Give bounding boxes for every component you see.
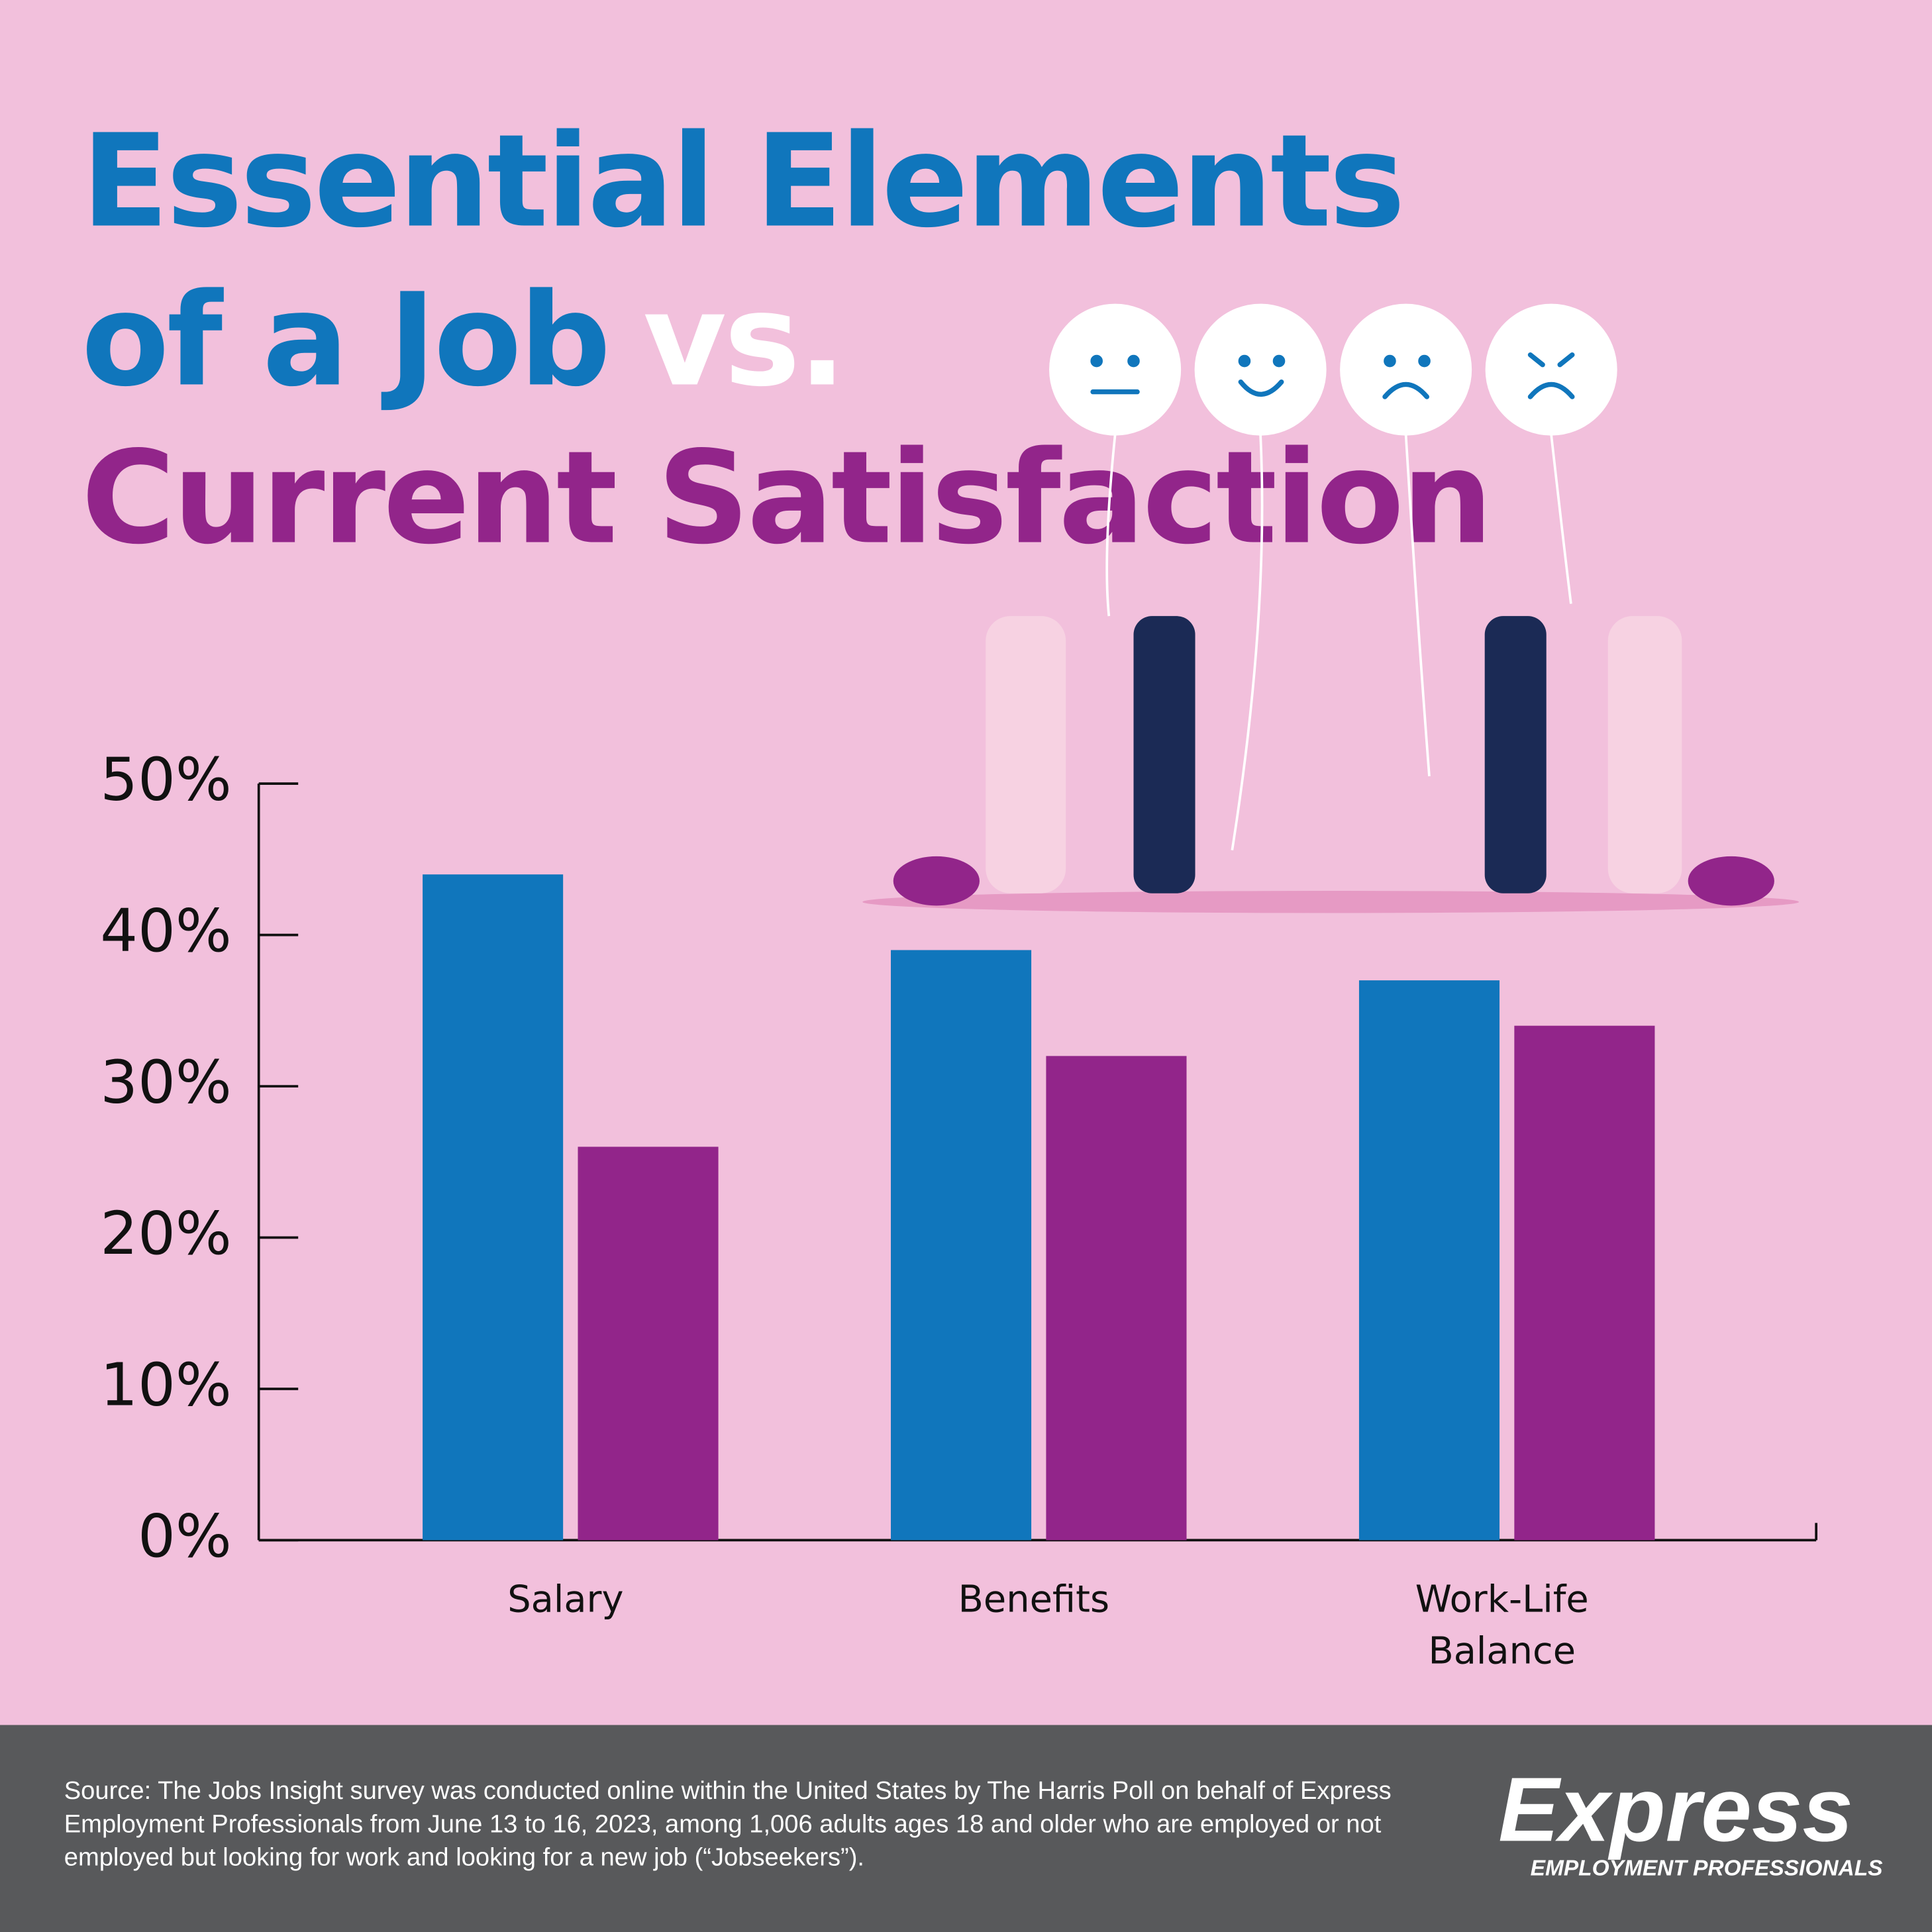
bar <box>578 1146 719 1541</box>
bar <box>423 874 564 1541</box>
footer <box>0 1725 1932 1932</box>
bar <box>891 950 1032 1541</box>
source-note: Source: The Jobs Insight survey was cond… <box>64 1776 1392 1872</box>
title-line: of a Job vs. <box>81 265 844 415</box>
source-box: Source: The Jobs Insight survey was cond… <box>64 1776 1392 1872</box>
bar <box>1514 1025 1655 1541</box>
title-part: of a Job <box>81 265 609 415</box>
title-line: Essential Elements <box>81 106 1403 256</box>
y-tick-label: 10% <box>100 1350 231 1419</box>
y-tick-label: 0% <box>138 1502 232 1571</box>
y-tick-label: 50% <box>100 746 231 815</box>
plot: 0% 10% 20% 30% 40% 50% Salary Benefits Work-Life… <box>100 746 1817 1674</box>
y-tick-label: 20% <box>100 1199 231 1268</box>
y-tick-label: 40% <box>100 897 231 966</box>
title-line: Current Satisfaction <box>81 423 1491 573</box>
bar <box>1358 980 1500 1541</box>
x-tick-box: Salary <box>507 1578 624 1622</box>
x-tick-label: Benefits <box>958 1578 1110 1622</box>
illustration <box>862 303 1800 913</box>
logo-tagline: EMPLOYMENT PROFESSIONALS <box>1531 1856 1883 1880</box>
x-tick-label: Work-Life Balance <box>1415 1578 1589 1674</box>
x-tick-box: Benefits <box>958 1578 1110 1622</box>
title-part: vs. <box>643 265 844 415</box>
bar <box>1046 1056 1187 1541</box>
logo: Express <box>1498 1758 1853 1860</box>
x-tick-label: Salary <box>507 1578 624 1622</box>
x-tick-box: Work-Life Balance <box>1415 1578 1589 1674</box>
y-tick-label: 30% <box>100 1048 231 1117</box>
